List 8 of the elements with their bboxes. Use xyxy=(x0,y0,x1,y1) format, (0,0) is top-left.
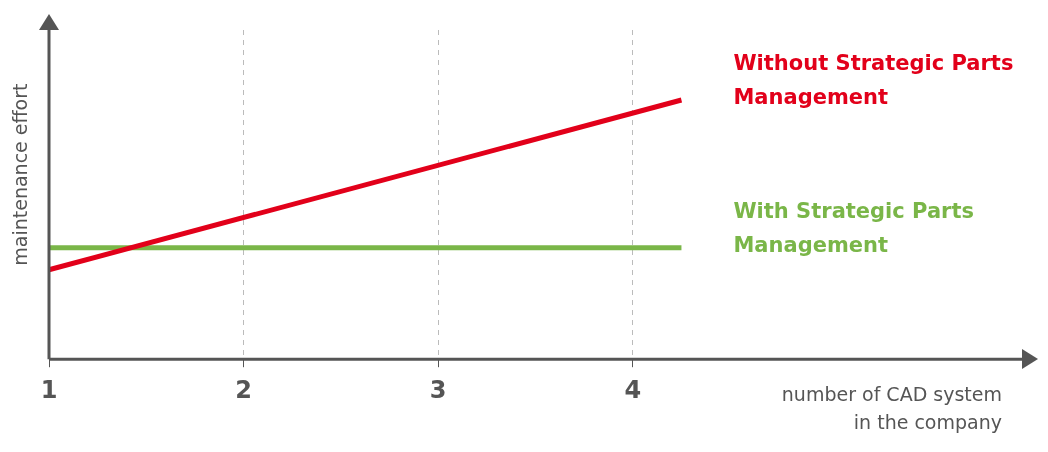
x-tick-label: 3 xyxy=(429,375,447,404)
x-tick-label: 4 xyxy=(624,375,642,404)
text: Without Strategic Parts Management xyxy=(733,50,1014,109)
x-tick-label: 1 xyxy=(40,375,58,404)
text: With Strategic Parts Management xyxy=(733,198,974,257)
x-axis-title: number of CAD system in the company xyxy=(781,383,1002,434)
x-tick-label: 2 xyxy=(235,375,252,404)
y-axis-title: maintenance effort xyxy=(9,83,31,266)
